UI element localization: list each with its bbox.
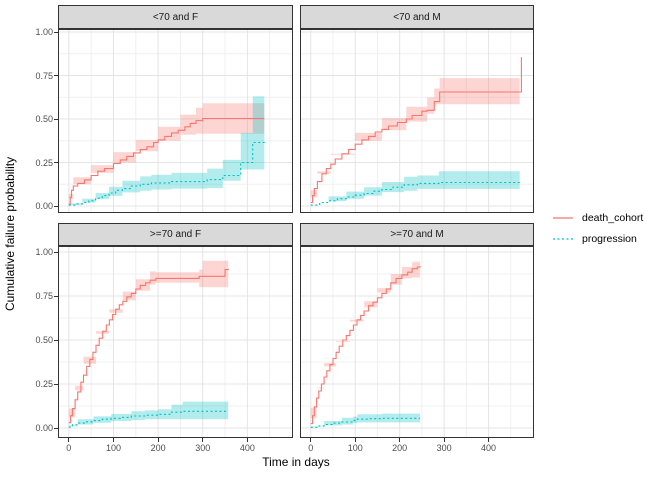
x-tick-mark xyxy=(443,438,445,442)
y-tick-label: 1.00 xyxy=(35,247,53,257)
facet-chart-ge70-m xyxy=(301,247,533,437)
legend-item-death-cohort: death_cohort xyxy=(552,207,643,228)
x-axis-title: Time in days xyxy=(262,455,330,469)
facet-panel-ge70-m xyxy=(300,246,534,438)
x-tick-mark xyxy=(354,438,356,442)
y-tick-mark xyxy=(54,118,58,120)
facet-panel-lt70-m xyxy=(300,29,534,213)
x-tick-label: 200 xyxy=(150,443,166,453)
facet-strip-label: >=70 and F xyxy=(149,229,202,240)
legend-label: progression xyxy=(582,232,637,245)
y-axis-title: Cumulative failure probability xyxy=(3,156,17,311)
y-tick-mark xyxy=(54,383,58,385)
x-tick-mark xyxy=(310,438,312,442)
y-tick-label: 1.00 xyxy=(35,27,53,37)
x-tick-label: 400 xyxy=(239,443,255,453)
facet-strip-lt70-m: <70 and M xyxy=(300,5,534,29)
facet-chart-lt70-m xyxy=(301,30,533,212)
facet-chart-lt70-f xyxy=(59,30,292,212)
x-tick-label: 100 xyxy=(347,443,363,453)
x-tick-mark xyxy=(202,438,204,442)
x-tick-mark xyxy=(157,438,159,442)
x-tick-label: 0 xyxy=(308,443,314,453)
facet-strip-label: <70 and M xyxy=(393,11,441,23)
facet-strip-ge70-m: >=70 and M xyxy=(300,223,534,246)
y-tick-mark xyxy=(54,162,58,163)
y-tick-label: 0.00 xyxy=(35,423,53,433)
x-tick-mark xyxy=(68,438,70,442)
x-tick-mark xyxy=(399,438,401,442)
y-tick-mark xyxy=(54,205,58,207)
facet-strip-lt70-f: <70 and F xyxy=(58,5,293,29)
facet-panel-lt70-f xyxy=(58,29,293,213)
y-tick-label: 0.75 xyxy=(35,291,53,301)
facet-chart-ge70-f xyxy=(59,247,292,437)
facet-strip-ge70-f: >=70 and F xyxy=(58,223,293,246)
x-tick-label: 300 xyxy=(195,443,211,453)
y-tick-mark xyxy=(54,251,58,253)
y-tick-label: 0.50 xyxy=(35,114,53,124)
x-tick-label: 300 xyxy=(436,443,452,453)
facet-panel-ge70-f xyxy=(58,246,293,438)
y-tick-mark xyxy=(54,339,58,341)
y-tick-label: 0.50 xyxy=(35,335,53,345)
death-cohort-line-key-icon xyxy=(553,216,573,219)
progression-dotted-line-key-icon xyxy=(553,237,573,240)
x-tick-label: 0 xyxy=(66,443,72,453)
x-tick-label: 100 xyxy=(105,443,121,453)
y-tick-mark xyxy=(54,295,58,297)
facet-strip-label: <70 and F xyxy=(152,11,199,23)
y-tick-label: 0.00 xyxy=(35,201,53,211)
facet-strip-label: >=70 and M xyxy=(390,229,444,240)
y-tick-label: 0.75 xyxy=(35,70,53,81)
x-tick-label: 400 xyxy=(481,443,497,453)
y-tick-mark xyxy=(54,75,58,76)
y-tick-mark xyxy=(54,427,58,429)
y-tick-label: 0.25 xyxy=(35,379,53,389)
x-tick-mark xyxy=(488,438,490,442)
legend: death_cohort progression xyxy=(552,207,643,249)
legend-item-progression: progression xyxy=(552,228,643,249)
y-tick-mark xyxy=(54,31,58,33)
legend-label: death_cohort xyxy=(582,211,644,224)
x-tick-mark xyxy=(112,438,114,442)
y-tick-label: 0.25 xyxy=(35,157,53,168)
x-tick-label: 200 xyxy=(392,443,408,453)
x-tick-mark xyxy=(246,438,248,442)
